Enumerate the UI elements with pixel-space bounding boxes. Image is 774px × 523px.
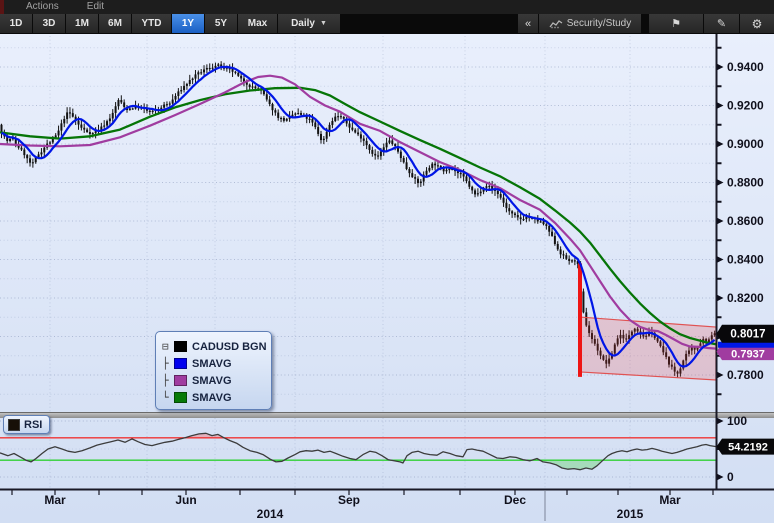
toolbar-spacer bbox=[642, 14, 649, 33]
rsi-oversold-fill bbox=[26, 460, 603, 470]
price-axis-label: 0.8200 bbox=[727, 291, 764, 305]
chevron-down-icon: ▼ bbox=[319, 20, 327, 27]
rsi-label: RSI bbox=[24, 418, 43, 431]
range-button-1m[interactable]: 1M bbox=[66, 14, 98, 33]
range-button-ytd[interactable]: YTD bbox=[132, 14, 171, 33]
series-swatch bbox=[174, 392, 187, 403]
toolbar: 1D 3D 1M 6M YTD 1Y 5Y Max Daily ▼ « Security/Stud… bbox=[0, 14, 774, 34]
tree-glyph: ⊟ bbox=[162, 340, 169, 353]
plot-background bbox=[0, 34, 774, 523]
mini-chart-icon bbox=[549, 20, 563, 29]
legend-item-security[interactable]: ⊟ CADUSD BGN bbox=[162, 338, 271, 355]
series-label: CADUSD BGN bbox=[192, 340, 267, 353]
month-label: Dec bbox=[504, 493, 526, 507]
last-price-tag bbox=[716, 324, 774, 343]
series-swatch bbox=[174, 341, 187, 352]
month-label: Sep bbox=[338, 493, 360, 507]
year-label: 2015 bbox=[617, 507, 644, 521]
rsi-value-tag bbox=[716, 438, 774, 455]
smavg-green-line bbox=[0, 86, 717, 346]
series-label: SMAVG bbox=[192, 374, 232, 387]
month-label: Mar bbox=[44, 493, 66, 507]
rsi-axis-label: 100 bbox=[727, 414, 747, 428]
toolbar-right-group: « Security/Study ⚑ ✎ ⚙ bbox=[518, 14, 774, 33]
range-button-max[interactable]: Max bbox=[238, 14, 277, 33]
price-axis-label: 0.8400 bbox=[727, 253, 764, 267]
panel-divider[interactable] bbox=[0, 412, 774, 418]
period-dropdown[interactable]: Daily ▼ bbox=[278, 14, 340, 33]
legend-item-smavg-2[interactable]: ├ SMAVG bbox=[162, 372, 271, 389]
series-legend: ⊟ CADUSD BGN ├ SMAVG ├ SMAVG └ SMAVG bbox=[155, 331, 272, 410]
pencil-icon: ✎ bbox=[716, 18, 727, 30]
rsi-legend-chip[interactable]: RSI bbox=[3, 415, 51, 434]
legend-item-smavg-1[interactable]: ├ SMAVG bbox=[162, 355, 271, 372]
month-label: Jun bbox=[175, 493, 196, 507]
trend-channel-annotation[interactable] bbox=[579, 316, 717, 381]
series-swatch bbox=[174, 375, 187, 386]
chart-region: 0.9400 0.9200 0.9000 0.8800 0.8600 0.8400 0.82… bbox=[0, 34, 774, 523]
price-axis-label: 0.8600 bbox=[727, 214, 764, 228]
period-label: Daily bbox=[291, 18, 315, 29]
security-study-button[interactable]: Security/Study bbox=[539, 14, 641, 33]
year-label: 2014 bbox=[257, 507, 284, 521]
chart-canvas[interactable]: 0.9400 0.9200 0.9000 0.8800 0.8600 0.8400 0.82… bbox=[0, 34, 774, 523]
flag-icon: ⚑ bbox=[671, 18, 681, 30]
rsi-line bbox=[0, 432, 717, 471]
settings-button[interactable]: ⚙ bbox=[740, 14, 774, 33]
tree-glyph: ├ bbox=[162, 357, 169, 370]
range-button-5y[interactable]: 5Y bbox=[205, 14, 237, 33]
gear-icon: ⚙ bbox=[751, 16, 763, 31]
price-axis-label: 0.9000 bbox=[727, 137, 764, 151]
window-corner-tab bbox=[0, 0, 4, 14]
legend-item-smavg-3[interactable]: └ SMAVG bbox=[162, 389, 271, 406]
range-button-1y[interactable]: 1Y bbox=[172, 14, 204, 33]
month-label: Mar bbox=[659, 493, 681, 507]
range-button-1d[interactable]: 1D bbox=[0, 14, 32, 33]
svg-text:0.7937: 0.7937 bbox=[731, 349, 765, 361]
menu-bar: Actions Edit bbox=[0, 0, 774, 14]
tree-glyph: ├ bbox=[162, 374, 169, 387]
series-label: SMAVG bbox=[192, 357, 232, 370]
series-swatch bbox=[174, 358, 187, 369]
smavg-blue-line bbox=[1, 65, 716, 368]
range-button-6m[interactable]: 6M bbox=[99, 14, 131, 33]
range-button-3d[interactable]: 3D bbox=[33, 14, 65, 33]
rsi-overbought-fill bbox=[185, 433, 224, 438]
chevron-double-left-icon: « bbox=[524, 17, 532, 30]
menu-actions[interactable]: Actions bbox=[26, 1, 59, 12]
svg-text:0.8017: 0.8017 bbox=[730, 329, 765, 341]
rsi-axis-label: 0 bbox=[727, 470, 734, 484]
price-axis-label: 0.9200 bbox=[727, 99, 764, 113]
smavg-blue-tag-sliver bbox=[718, 341, 774, 348]
tree-glyph: └ bbox=[162, 391, 169, 404]
menu-edit[interactable]: Edit bbox=[86, 1, 105, 12]
series-label: SMAVG bbox=[192, 391, 232, 404]
price-axis-label: 0.9400 bbox=[727, 60, 764, 74]
flag-button[interactable]: ⚑ bbox=[649, 14, 703, 33]
svg-text:54.2192: 54.2192 bbox=[728, 442, 768, 454]
price-axis-label: 0.7800 bbox=[727, 368, 764, 382]
price-axis-label: 0.8800 bbox=[727, 176, 764, 190]
collapse-button[interactable]: « bbox=[518, 14, 538, 33]
annotate-button[interactable]: ✎ bbox=[704, 14, 739, 33]
rsi-swatch bbox=[8, 418, 20, 431]
security-study-label: Security/Study bbox=[566, 18, 632, 29]
range-button-group: 1D 3D 1M 6M YTD 1Y 5Y Max Daily ▼ bbox=[0, 14, 341, 33]
